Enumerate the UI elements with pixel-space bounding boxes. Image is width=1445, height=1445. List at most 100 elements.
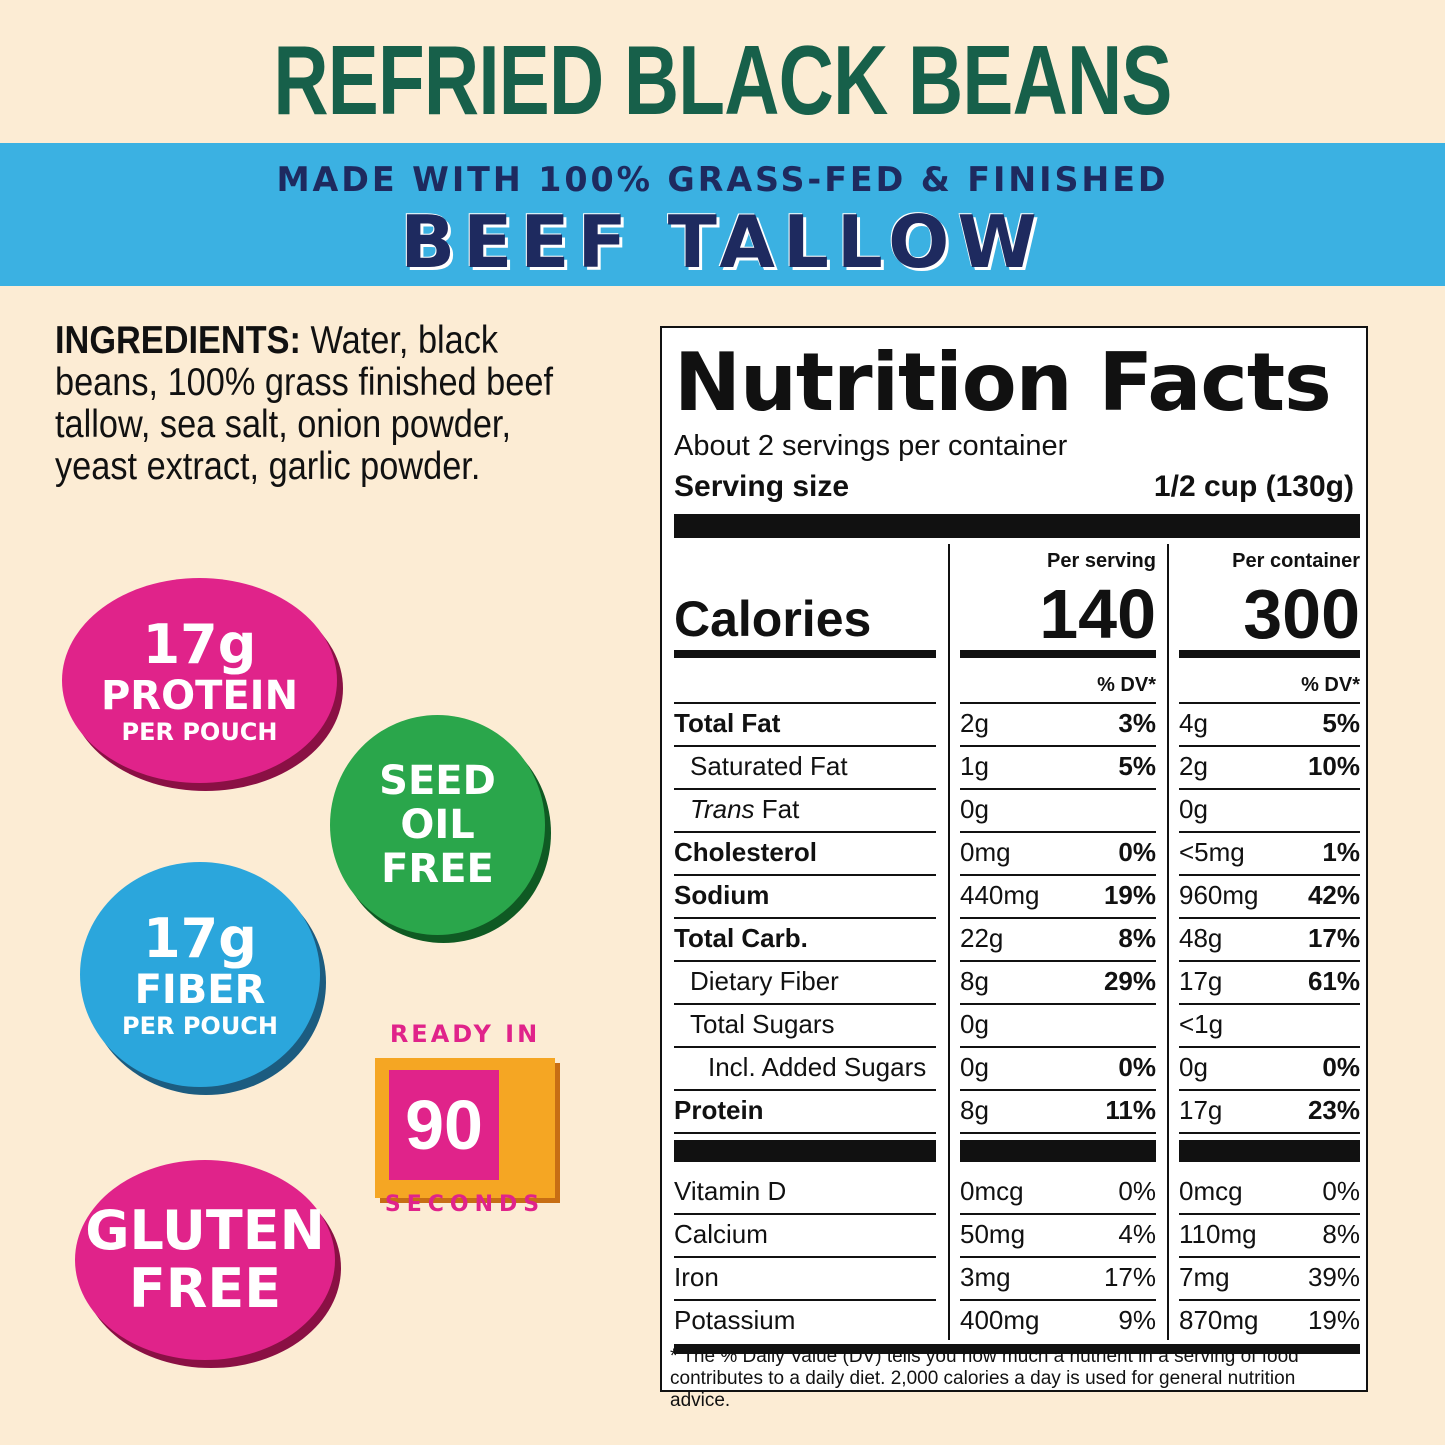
ready-top: READY IN xyxy=(389,1020,541,1048)
ingredients: INGREDIENTS: Water, black beans, 100% gr… xyxy=(55,320,565,488)
serving-amount: 400mg xyxy=(960,1305,1040,1335)
serving-amount: 3mg xyxy=(960,1262,1011,1292)
row-rule xyxy=(960,1046,1156,1048)
nutrient-name: Total Sugars xyxy=(690,1009,835,1039)
serving-amount: 0g xyxy=(960,794,989,824)
serving-dv: 8% xyxy=(1118,923,1156,953)
row-rule xyxy=(960,788,1156,790)
container-amount: 0g xyxy=(1179,1052,1208,1082)
container-dv: 8% xyxy=(1322,1219,1360,1249)
container-amount: 0g xyxy=(1179,794,1208,824)
row-rule xyxy=(960,960,1156,962)
gluten-line1: GLUTEN xyxy=(85,1199,325,1262)
ready-bottom: SECONDS xyxy=(384,1192,546,1217)
row-rule xyxy=(674,1256,936,1258)
row-rule xyxy=(1179,1213,1360,1215)
column-divider xyxy=(948,544,950,1340)
column-divider xyxy=(1167,544,1169,1340)
container-amount: 7mg xyxy=(1179,1262,1230,1292)
dv-header-container: % DV* xyxy=(1301,674,1360,696)
nutrient-name: Total Carb. xyxy=(674,923,808,953)
thick-rule xyxy=(1179,1140,1360,1162)
row-rule xyxy=(960,702,1156,704)
container-dv: 5% xyxy=(1322,708,1360,738)
row-rule xyxy=(960,745,1156,747)
container-amount: 17g xyxy=(1179,966,1223,996)
row-rule xyxy=(960,1213,1156,1215)
container-dv: 19% xyxy=(1307,1305,1360,1335)
serving-amount: 0mg xyxy=(960,837,1011,867)
container-amount: <1g xyxy=(1179,1009,1224,1039)
row-rule xyxy=(674,1132,936,1134)
row-rule xyxy=(674,831,936,833)
row-rule xyxy=(960,1256,1156,1258)
calories-rule xyxy=(1179,650,1360,658)
nutrient-name: Protein xyxy=(674,1095,764,1125)
nutrient-name: Iron xyxy=(674,1262,719,1292)
row-rule xyxy=(674,960,936,962)
product-title: REFRIED BLACK BEANS xyxy=(273,25,1172,135)
container-amount: 870mg xyxy=(1179,1305,1259,1335)
serving-amount: 440mg xyxy=(960,880,1040,910)
row-rule xyxy=(1179,1299,1360,1301)
nutrition-facts-panel: Nutrition Facts About 2 servings per con… xyxy=(660,326,1368,1411)
calories-serving: 140 xyxy=(1039,575,1156,653)
fiber-amount: 17g xyxy=(143,906,257,970)
serving-dv: 3% xyxy=(1118,708,1156,738)
serving-dv: 17% xyxy=(1103,1262,1156,1292)
protein-amount: 17g xyxy=(142,612,257,676)
calories-rule xyxy=(960,650,1156,658)
row-rule xyxy=(960,1089,1156,1091)
protein-badge: 17g PROTEIN PER POUCH xyxy=(62,578,337,783)
row-rule xyxy=(1179,831,1360,833)
thick-rule xyxy=(674,1140,936,1162)
container-dv: 61% xyxy=(1307,966,1360,996)
row-rule xyxy=(674,874,936,876)
serving-dv: 4% xyxy=(1118,1219,1156,1249)
row-rule xyxy=(674,745,936,747)
serving-amount: 1g xyxy=(960,751,989,781)
calories-container: 300 xyxy=(1243,575,1360,653)
container-dv: 23% xyxy=(1307,1095,1360,1125)
fiber-label: FIBER xyxy=(134,966,266,1013)
row-rule xyxy=(960,831,1156,833)
nutrient-name: Calcium xyxy=(674,1219,768,1249)
row-rule xyxy=(960,874,1156,876)
row-rule xyxy=(960,1003,1156,1005)
nutrient-name: Potassium xyxy=(674,1305,796,1335)
seed-oil-line3: FREE xyxy=(381,846,494,892)
serving-amount: 0g xyxy=(960,1052,989,1082)
row-rule xyxy=(1179,874,1360,876)
nutrient-name: Saturated Fat xyxy=(690,751,848,781)
row-rule xyxy=(1179,1089,1360,1091)
container-amount: 17g xyxy=(1179,1095,1223,1125)
container-amount: 4g xyxy=(1179,708,1208,738)
banner-subtitle: MADE WITH 100% GRASS-FED & FINISHED xyxy=(276,160,1169,200)
row-rule xyxy=(1179,788,1360,790)
nutrient-name: Sodium xyxy=(674,880,770,910)
row-rule xyxy=(960,917,1156,919)
seed-oil-line2: OIL xyxy=(400,802,475,848)
nutrient-name: Trans Fat xyxy=(690,794,800,824)
row-rule xyxy=(1179,917,1360,919)
row-rule xyxy=(674,788,936,790)
serving-amount: 8g xyxy=(960,1095,989,1125)
row-rule xyxy=(1179,960,1360,962)
gluten-line2: FREE xyxy=(128,1257,282,1320)
container-dv: 17% xyxy=(1307,923,1360,953)
serving-dv: 29% xyxy=(1103,966,1156,996)
nutrient-name: Vitamin D xyxy=(674,1176,787,1206)
calories-label: Calories xyxy=(674,591,872,647)
row-rule xyxy=(674,1299,936,1301)
serving-size-value: 1/2 cup (130g) xyxy=(1153,470,1354,503)
row-rule xyxy=(1179,702,1360,704)
protein-label: PROTEIN xyxy=(100,672,299,719)
container-dv: 42% xyxy=(1307,880,1360,910)
serving-amount: 2g xyxy=(960,708,989,738)
row-rule xyxy=(674,1046,936,1048)
fiber-badge: 17g FIBER PER POUCH xyxy=(80,862,320,1087)
per-container-header: Per container xyxy=(1232,550,1360,572)
row-rule xyxy=(960,1132,1156,1134)
serving-amount: 8g xyxy=(960,966,989,996)
row-rule xyxy=(674,702,936,704)
